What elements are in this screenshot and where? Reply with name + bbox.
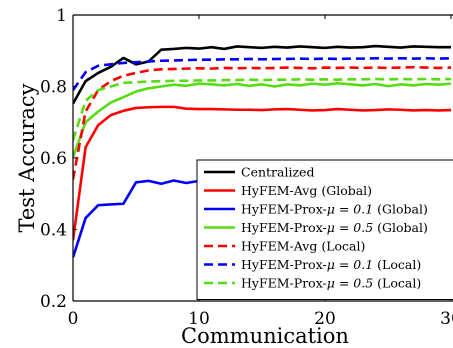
- series-line-1: [73, 44, 451, 105]
- y-tick-label: 0.2: [40, 292, 67, 312]
- x-tick-label: 30: [440, 309, 453, 329]
- legend-label: HyFEM-Prox-μ = 0.1 (Local): [241, 257, 421, 272]
- y-tick-label: 1: [56, 6, 67, 26]
- x-axis-label: Communication: [181, 324, 349, 348]
- y-tick-label: 0.6: [40, 149, 67, 169]
- legend-label: HyFEM-Avg (Local): [241, 239, 365, 254]
- x-tick-label: 0: [68, 309, 79, 329]
- legend: Centralized HyFEM-Avg (Global) HyFEM-Prox-…: [196, 159, 453, 300]
- x-tick-label: 10: [188, 309, 210, 329]
- legend-label: HyFEM-Prox-μ = 0.1 (Global): [241, 202, 428, 217]
- y-axis-label: Test Accuracy: [15, 83, 39, 232]
- x-tick-label: 20: [314, 309, 336, 329]
- legend-label: Centralized: [241, 165, 314, 180]
- legend-box: [196, 159, 453, 300]
- series-line-2: [73, 105, 452, 241]
- ticks-layer: 0.20.40.60.810102030: [40, 6, 453, 329]
- legend-label: HyFEM-Prox-μ = 0.5 (Local): [241, 276, 421, 291]
- legend-label: HyFEM-Avg (Global): [241, 183, 372, 198]
- series-line-4: [73, 81, 452, 158]
- legend-label: HyFEM-Prox-μ = 0.5 (Global): [241, 220, 428, 235]
- series-line-6: [73, 56, 452, 91]
- y-tick-label: 0.4: [40, 221, 67, 241]
- y-tick-label: 0.8: [40, 78, 67, 98]
